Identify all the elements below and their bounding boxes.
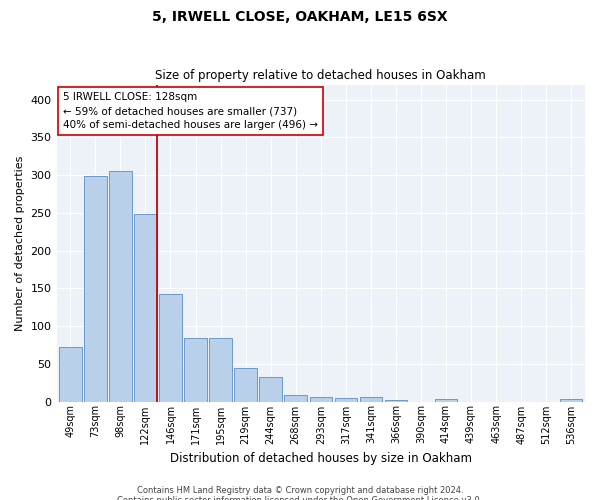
Bar: [335, 398, 357, 402]
Bar: [385, 400, 407, 402]
Text: Contains HM Land Registry data © Crown copyright and database right 2024.: Contains HM Land Registry data © Crown c…: [137, 486, 463, 495]
Bar: [84, 176, 107, 402]
Bar: [209, 338, 232, 402]
Bar: [159, 294, 182, 402]
Bar: [435, 399, 457, 402]
Bar: [109, 172, 131, 402]
Y-axis label: Number of detached properties: Number of detached properties: [15, 156, 25, 330]
Text: Contains public sector information licensed under the Open Government Licence v3: Contains public sector information licen…: [118, 496, 482, 500]
Bar: [134, 214, 157, 402]
Bar: [560, 399, 583, 402]
Bar: [310, 397, 332, 402]
Bar: [359, 397, 382, 402]
Bar: [235, 368, 257, 402]
Text: 5 IRWELL CLOSE: 128sqm
← 59% of detached houses are smaller (737)
40% of semi-de: 5 IRWELL CLOSE: 128sqm ← 59% of detached…: [63, 92, 318, 130]
Bar: [184, 338, 207, 402]
Text: 5, IRWELL CLOSE, OAKHAM, LE15 6SX: 5, IRWELL CLOSE, OAKHAM, LE15 6SX: [152, 10, 448, 24]
Bar: [284, 394, 307, 402]
Title: Size of property relative to detached houses in Oakham: Size of property relative to detached ho…: [155, 69, 486, 82]
X-axis label: Distribution of detached houses by size in Oakham: Distribution of detached houses by size …: [170, 452, 472, 465]
Bar: [59, 347, 82, 402]
Bar: [259, 378, 282, 402]
